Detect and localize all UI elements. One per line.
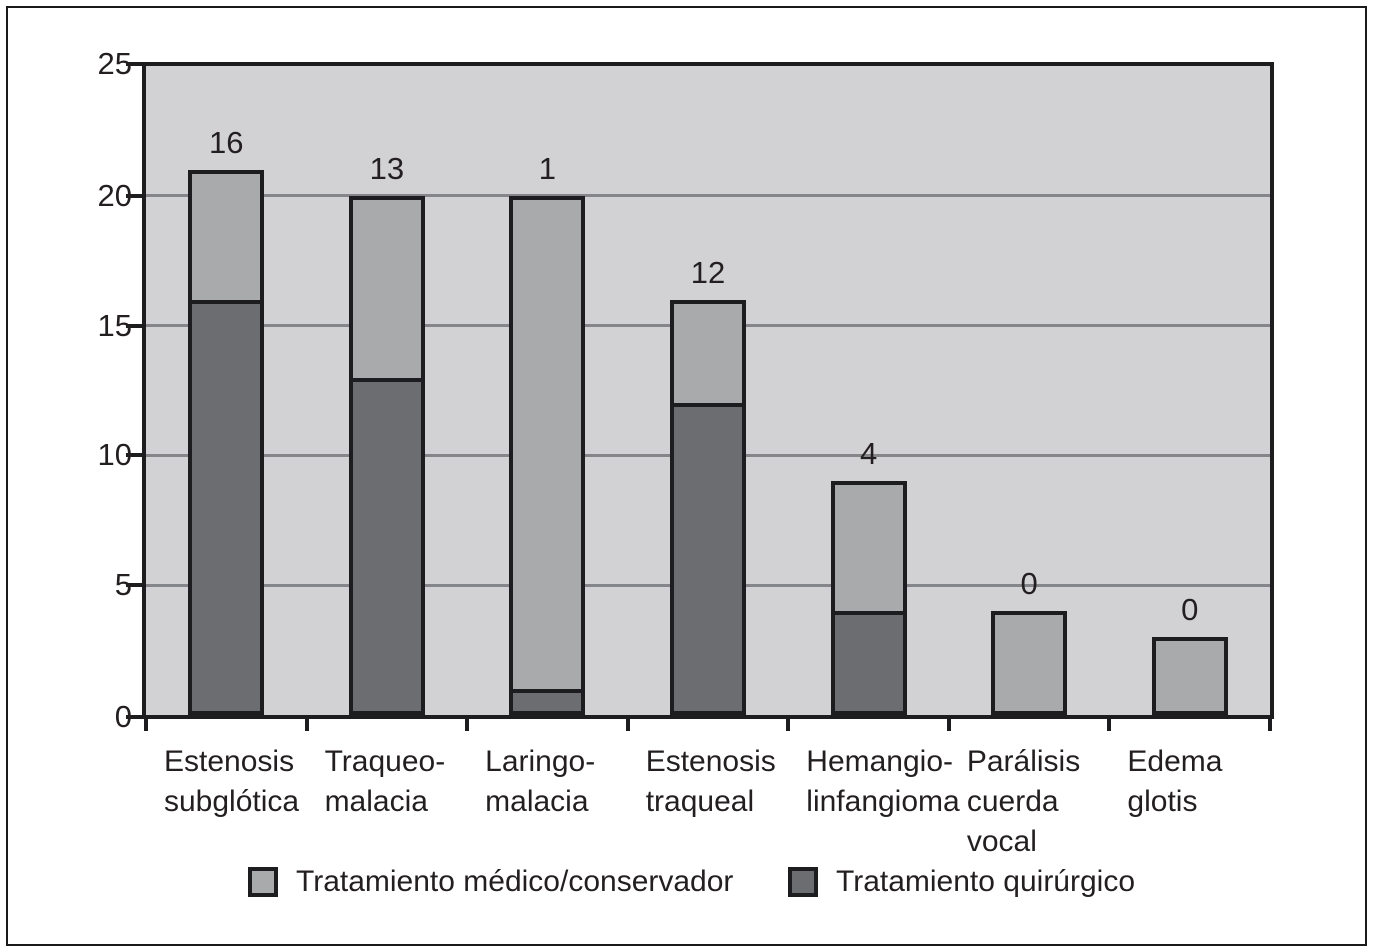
bar-segment-quirurgico [192,299,261,711]
bar [509,195,586,715]
legend-item: Tratamiento médico/conservador [248,864,733,900]
bar [670,299,746,715]
bar-value-label: 0 [1020,566,1038,602]
bar-value-label: 16 [209,124,244,160]
x-axis-tick [465,715,470,731]
y-axis-tick [126,583,146,588]
bar [991,611,1068,715]
bar [1151,637,1228,715]
y-axis-tick [126,62,146,66]
bar-value-label: 12 [690,254,726,290]
figure-border [6,6,1367,946]
y-axis-label: 15 [97,307,132,343]
bar-value-label: 4 [859,436,878,472]
x-axis-tick [144,715,148,731]
bar-segment-quirurgico [513,689,582,711]
legend-item: Tratamiento quirúrgico [788,864,1135,900]
x-axis-tick [625,715,630,731]
gridline [146,194,1270,198]
x-axis-tick [786,715,791,731]
x-category-label: Traqueo- malacia [324,745,446,818]
legend-swatch [248,867,278,897]
y-axis-label: 10 [97,437,132,473]
bar [830,481,907,715]
bar-segment-quirurgico [834,611,903,711]
x-axis-tick [304,715,309,731]
x-axis-tick [1268,715,1272,731]
legend-swatch [788,867,818,897]
bar [188,169,265,715]
bar-segment-quirurgico [352,377,421,711]
y-axis-label: 5 [114,567,132,603]
x-category-label: Parálisis cuerda vocal [966,745,1081,858]
bar-segment-quirurgico [674,403,742,711]
bar-value-label: 13 [369,150,405,186]
y-axis-label: 25 [97,46,132,81]
x-category-label: Edema glotis [1127,745,1223,818]
y-axis-label: 0 [114,699,132,734]
bar-value-label: 1 [538,150,557,186]
legend-label: Tratamiento quirúrgico [836,865,1136,898]
y-axis-tick [126,193,146,198]
y-axis-label: 20 [97,177,132,213]
y-axis-tick [126,715,146,719]
x-axis-tick [946,715,951,731]
x-category-label: Estenosis subglótica [164,745,300,818]
x-axis-tick [1107,715,1112,731]
legend-label: Tratamiento médico/conservador [296,865,734,898]
x-category-label: Hemangio- linfangioma [806,745,960,818]
x-category-label: Estenosis traqueal [645,745,776,818]
bar [348,195,425,715]
y-axis-tick [126,453,146,458]
x-category-label: Laringo- malacia [485,745,596,818]
y-axis-tick [126,323,146,328]
bar-value-label: 0 [1181,592,1199,628]
